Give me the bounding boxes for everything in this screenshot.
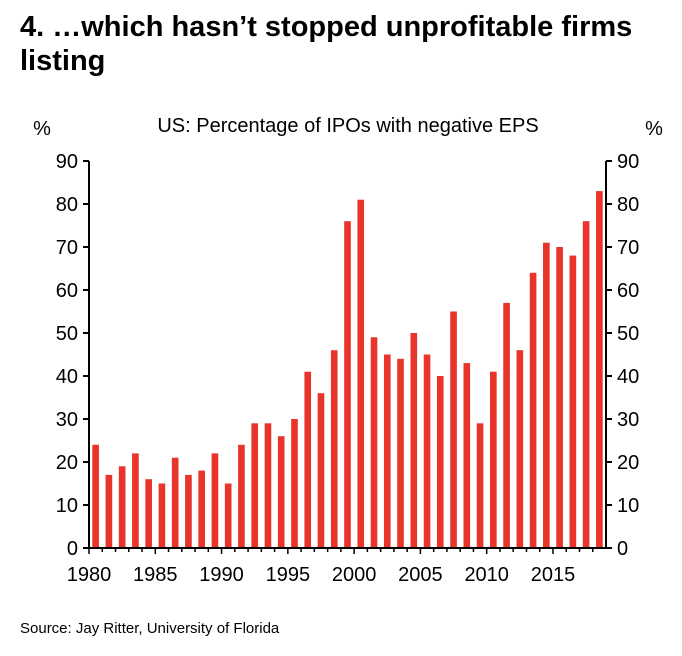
tick-labels: 0 0 10 10 20 20 30 30 40 40 50 50 60 60 70 70 80 80 90 90 19…: [56, 151, 640, 586]
bar-2018: [596, 191, 603, 548]
y-axis-unit-left: %: [33, 118, 51, 140]
bar-1980: [92, 444, 99, 548]
x-tick-label-1995: 1995: [266, 564, 311, 586]
bar-2002: [383, 354, 391, 548]
bar-2010: [490, 371, 497, 548]
y-tick-label-right: 50: [617, 323, 639, 345]
x-tick-label-1980: 1980: [67, 564, 112, 586]
bar-2015: [556, 247, 563, 548]
bar-1983: [132, 453, 139, 548]
x-tick-label-2015: 2015: [531, 564, 576, 586]
y-tick-label-right: 0: [617, 538, 628, 560]
x-tick-label-1985: 1985: [133, 564, 178, 586]
bar-1984: [145, 479, 152, 548]
bar-2012: [516, 350, 524, 548]
bar-2011: [503, 302, 510, 548]
x-tick-label-2000: 2000: [332, 564, 377, 586]
bar-1982: [118, 466, 126, 548]
bar-1991: [238, 444, 245, 548]
y-tick-label-left: 60: [56, 280, 78, 302]
y-tick-label-left: 0: [67, 538, 78, 560]
bar-2016: [569, 255, 577, 548]
y-tick-label-right: 70: [617, 237, 639, 259]
bar-2001: [370, 337, 378, 548]
x-tick-label-1990: 1990: [199, 564, 244, 586]
y-tick-label-right: 80: [617, 194, 639, 216]
bar-1997: [317, 393, 325, 548]
y-tick-label-left: 90: [56, 151, 78, 173]
bar-2007: [450, 311, 457, 548]
bar-2013: [529, 272, 537, 548]
y-axis-unit-right: %: [645, 118, 663, 140]
source-note: Source: Jay Ritter, University of Florid…: [20, 620, 280, 637]
bar-1988: [198, 470, 205, 548]
axes: [83, 160, 612, 554]
bar-1995: [291, 419, 298, 548]
bar-1989: [211, 453, 219, 548]
bar-1993: [264, 423, 272, 548]
x-tick-label-2010: 2010: [464, 564, 509, 586]
bar-2017: [582, 221, 590, 548]
bar-2005: [423, 354, 431, 548]
y-tick-label-right: 40: [617, 366, 639, 388]
y-tick-label-left: 10: [56, 495, 78, 517]
bar-2009: [476, 423, 484, 548]
y-tick-label-left: 30: [56, 409, 78, 431]
bar-2004: [410, 333, 418, 548]
bar-2008: [463, 363, 471, 548]
bar-1987: [185, 474, 192, 548]
y-tick-label-right: 30: [617, 409, 639, 431]
bar-1998: [330, 350, 338, 548]
chart-headline: 4. …which hasn’t stopped unprofitable fi…: [20, 11, 633, 77]
bar-1994: [277, 436, 285, 548]
y-tick-label-right: 60: [617, 280, 639, 302]
bar-2014: [543, 242, 550, 548]
bar-1996: [304, 371, 312, 548]
y-tick-label-left: 40: [56, 366, 78, 388]
bars: [92, 191, 603, 548]
bar-2003: [397, 358, 404, 548]
y-tick-label-right: 20: [617, 452, 639, 474]
y-tick-label-right: 10: [617, 495, 639, 517]
bar-1990: [224, 483, 232, 548]
y-tick-label-left: 20: [56, 452, 78, 474]
bar-1981: [105, 474, 113, 548]
y-tick-label-left: 80: [56, 194, 78, 216]
x-tick-label-2005: 2005: [398, 564, 443, 586]
y-tick-label-right: 90: [617, 151, 639, 173]
bar-1992: [251, 423, 259, 548]
bar-1999: [344, 221, 351, 548]
chart-title: US: Percentage of IPOs with negative EPS: [157, 115, 538, 137]
bar-1986: [171, 457, 179, 548]
bar-2006: [436, 376, 444, 548]
y-tick-label-left: 50: [56, 323, 78, 345]
bar-1985: [158, 483, 166, 548]
bar-2000: [357, 199, 365, 548]
y-tick-label-left: 70: [56, 237, 78, 259]
